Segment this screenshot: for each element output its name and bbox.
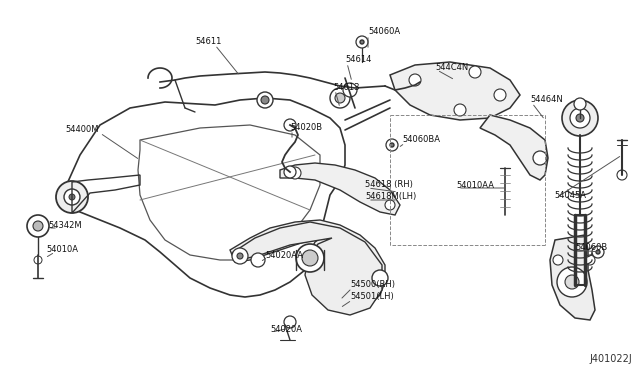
Text: 54020AA: 54020AA	[265, 250, 303, 260]
Circle shape	[454, 104, 466, 116]
Circle shape	[592, 246, 604, 258]
Circle shape	[69, 194, 75, 200]
Text: 54464N: 54464N	[530, 96, 563, 105]
Circle shape	[562, 100, 598, 136]
Circle shape	[27, 215, 49, 237]
Text: 54611: 54611	[195, 38, 221, 46]
Text: 54614: 54614	[345, 55, 371, 64]
Circle shape	[574, 98, 586, 110]
Circle shape	[494, 89, 506, 101]
Circle shape	[570, 108, 590, 128]
Text: 54501(LH): 54501(LH)	[350, 292, 394, 301]
Circle shape	[335, 93, 345, 103]
Polygon shape	[390, 62, 520, 120]
Text: 544C4N: 544C4N	[435, 64, 468, 73]
Circle shape	[617, 170, 627, 180]
Circle shape	[261, 96, 269, 104]
Circle shape	[356, 36, 368, 48]
Text: 54060A: 54060A	[368, 28, 400, 36]
Circle shape	[372, 270, 388, 286]
Text: 54020A: 54020A	[270, 326, 302, 334]
Text: J401022J: J401022J	[589, 354, 632, 364]
Text: 54060B: 54060B	[575, 244, 607, 253]
Circle shape	[257, 92, 273, 108]
Circle shape	[576, 114, 584, 122]
Text: 54618M(LH): 54618M(LH)	[365, 192, 416, 202]
Circle shape	[469, 66, 481, 78]
Circle shape	[251, 253, 265, 267]
Circle shape	[330, 88, 350, 108]
Circle shape	[343, 83, 357, 97]
Circle shape	[385, 200, 395, 210]
Circle shape	[409, 74, 421, 86]
Text: 54400M: 54400M	[65, 125, 99, 135]
Circle shape	[557, 267, 587, 297]
Circle shape	[302, 250, 318, 266]
Polygon shape	[550, 235, 595, 320]
Circle shape	[284, 316, 296, 328]
Circle shape	[553, 255, 563, 265]
Text: 54618 (RH): 54618 (RH)	[365, 180, 413, 189]
Text: 54045A: 54045A	[554, 190, 586, 199]
Circle shape	[232, 248, 248, 264]
Circle shape	[360, 40, 364, 44]
Polygon shape	[480, 115, 548, 180]
Text: 54020B: 54020B	[290, 124, 322, 132]
Polygon shape	[280, 163, 400, 215]
Text: 54010A: 54010A	[46, 246, 78, 254]
Polygon shape	[230, 220, 385, 310]
Text: 54500(RH): 54500(RH)	[350, 280, 395, 289]
Circle shape	[284, 119, 296, 131]
Text: 54010AA: 54010AA	[456, 180, 494, 189]
Circle shape	[596, 250, 600, 254]
Circle shape	[56, 181, 88, 213]
Text: 54060BA: 54060BA	[402, 135, 440, 144]
Circle shape	[296, 244, 324, 272]
Text: 54342M: 54342M	[48, 221, 82, 231]
Circle shape	[533, 151, 547, 165]
Circle shape	[386, 139, 398, 151]
Text: 54613: 54613	[333, 83, 360, 93]
Circle shape	[284, 166, 296, 178]
Circle shape	[390, 143, 394, 147]
Circle shape	[237, 253, 243, 259]
Circle shape	[64, 189, 80, 205]
Circle shape	[585, 255, 595, 265]
Circle shape	[34, 256, 42, 264]
Circle shape	[289, 167, 301, 179]
Circle shape	[33, 221, 43, 231]
Circle shape	[565, 275, 579, 289]
Polygon shape	[232, 222, 382, 315]
